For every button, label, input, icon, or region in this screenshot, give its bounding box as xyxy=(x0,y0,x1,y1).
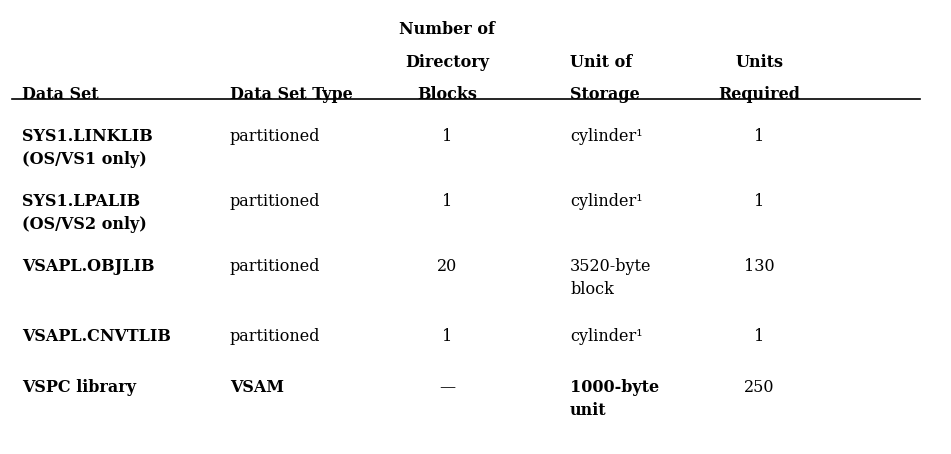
Text: 20: 20 xyxy=(437,258,457,276)
Text: Blocks: Blocks xyxy=(417,86,477,103)
Text: SYS1.LPALIB
(OS/VS2 only): SYS1.LPALIB (OS/VS2 only) xyxy=(22,193,146,232)
Text: partitioned: partitioned xyxy=(230,128,320,145)
Text: 1: 1 xyxy=(442,128,453,145)
Text: 1: 1 xyxy=(754,128,765,145)
Text: partitioned: partitioned xyxy=(230,258,320,276)
Text: cylinder¹: cylinder¹ xyxy=(570,193,643,210)
Text: 250: 250 xyxy=(744,380,774,396)
Text: 1: 1 xyxy=(754,328,765,345)
Text: Storage: Storage xyxy=(570,86,640,103)
Text: —: — xyxy=(439,380,456,396)
Text: 130: 130 xyxy=(744,258,774,276)
Text: Data Set: Data Set xyxy=(22,86,98,103)
Text: partitioned: partitioned xyxy=(230,328,320,345)
Text: 3520-byte
block: 3520-byte block xyxy=(570,258,651,297)
Text: partitioned: partitioned xyxy=(230,193,320,210)
Text: Number of: Number of xyxy=(399,21,495,38)
Text: 1: 1 xyxy=(754,193,765,210)
Text: Unit of: Unit of xyxy=(570,54,632,71)
Text: VSPC library: VSPC library xyxy=(22,380,136,396)
Text: 1: 1 xyxy=(442,193,453,210)
Text: VSAM: VSAM xyxy=(230,380,283,396)
Text: VSAPL.OBJLIB: VSAPL.OBJLIB xyxy=(22,258,154,276)
Text: Units: Units xyxy=(735,54,783,71)
Text: 1000-byte
unit: 1000-byte unit xyxy=(570,380,659,419)
Text: cylinder¹: cylinder¹ xyxy=(570,328,643,345)
Text: Directory: Directory xyxy=(405,54,489,71)
Text: cylinder¹: cylinder¹ xyxy=(570,128,643,145)
Text: SYS1.LINKLIB
(OS/VS1 only): SYS1.LINKLIB (OS/VS1 only) xyxy=(22,128,152,168)
Text: Required: Required xyxy=(718,86,800,103)
Text: 1: 1 xyxy=(442,328,453,345)
Text: Data Set Type: Data Set Type xyxy=(230,86,353,103)
Text: VSAPL.CNVTLIB: VSAPL.CNVTLIB xyxy=(22,328,170,345)
